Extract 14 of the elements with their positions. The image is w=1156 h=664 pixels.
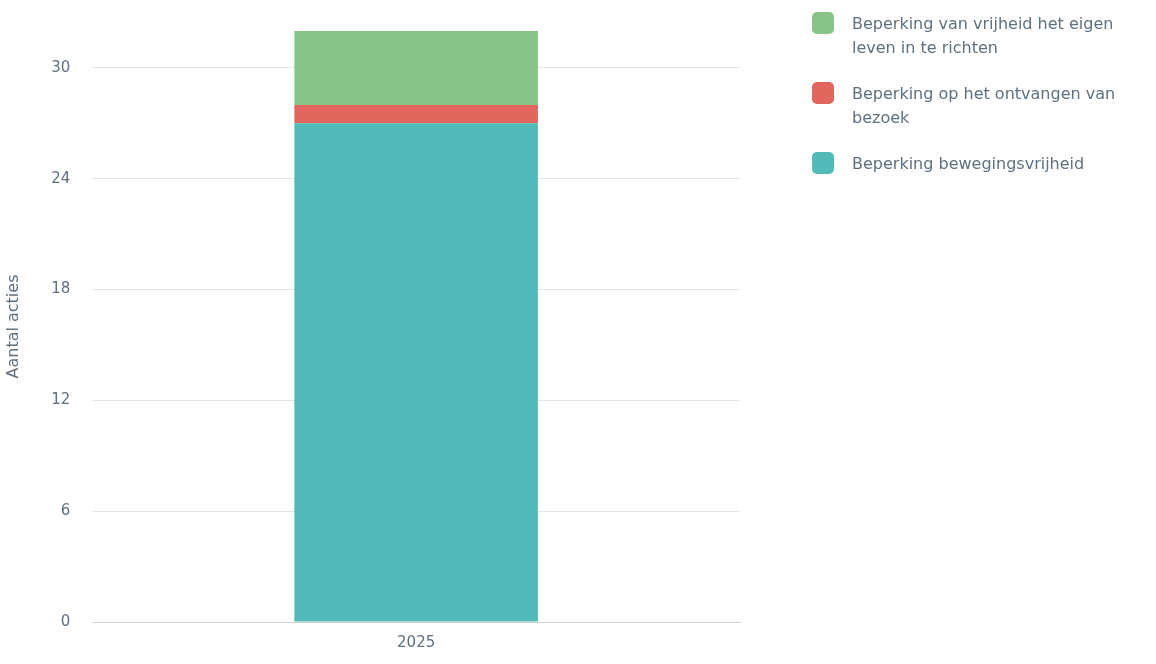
y-tick-label: 0 [60,611,71,630]
bar [294,31,538,105]
y-tick-label: 30 [51,57,71,76]
legend-label: Beperking op het ontvangen van bezoek [852,83,1117,129]
y-tick-label: 18 [51,279,71,298]
bar [294,104,538,124]
y-tick-label: 24 [51,168,71,187]
y-axis-title: Aantal acties [2,274,22,379]
x-tick-label: 2025 [397,632,436,651]
legend-label: Beperking van vrijheid het eigen leven in te richten [852,13,1115,59]
y-tick-label: 12 [51,390,71,409]
bar [294,123,538,622]
y-tick-label: 6 [60,501,71,520]
legend-label: Beperking bewegingsvrijheid [852,153,1085,175]
